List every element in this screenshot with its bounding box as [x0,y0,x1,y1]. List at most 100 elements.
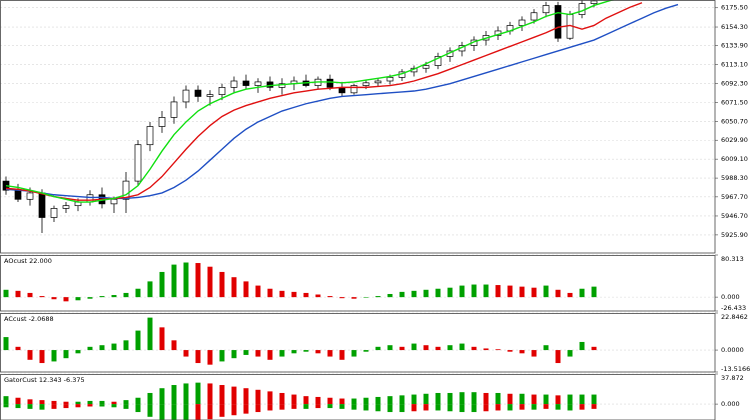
histogram-bar [399,346,405,351]
histogram-bar [555,350,561,364]
candle-body [386,77,394,82]
histogram-bar [579,404,585,410]
histogram-bar [303,292,309,298]
histogram-bar [423,404,429,411]
histogram-bar [183,404,189,420]
y-tick-label: 5925.90 [721,231,748,239]
candle-body [182,89,190,103]
candle-body [254,81,262,86]
histogram-bar [171,264,177,298]
histogram-bar [375,396,381,405]
histogram-bar [555,395,561,405]
histogram-bar [495,285,501,298]
histogram-bar [495,349,501,351]
y-tick-label: -13.5166 [721,365,750,373]
histogram-bar [579,288,585,298]
histogram-bar [207,266,213,298]
histogram-bar [327,296,333,298]
candle-body [38,192,46,218]
panel-frame [0,255,716,312]
histogram-bar [435,346,441,351]
histogram-bar [567,404,573,411]
histogram-bar [99,296,105,298]
candle-body [146,126,154,146]
y-tick-label: 0.000 [721,293,740,301]
histogram-bar [519,286,525,298]
histogram-bar [519,393,525,405]
histogram-bar [27,404,33,409]
histogram-bar [567,394,573,405]
histogram-bar [135,330,141,351]
histogram-bar [63,401,69,405]
histogram-bar [447,345,453,351]
histogram-bar [267,404,273,411]
candle-body [554,5,562,39]
histogram-bar [543,404,549,409]
histogram-bar [15,346,21,351]
histogram-bar [87,404,93,407]
histogram-bar [219,385,225,405]
histogram-bar [87,297,93,299]
histogram-bar [99,404,105,407]
histogram-bar [459,404,465,413]
histogram-bar [435,392,441,405]
histogram-bar [507,393,513,405]
indicator-line [5,3,679,200]
histogram-bar [339,404,345,409]
histogram-bar [315,350,321,354]
histogram-bar [315,294,321,298]
histogram-bar [87,346,93,351]
histogram-bar [243,281,249,298]
histogram-bar [27,350,33,360]
histogram-bar [135,397,141,405]
histogram-bar [447,392,453,405]
histogram-bar [411,394,417,405]
y-tick-label: 6029.90 [721,136,748,144]
y-tick-label: 6133.90 [721,42,748,50]
histogram-bar [363,397,369,405]
histogram-bar [411,343,417,351]
histogram-bar [543,345,549,351]
histogram-bar [291,404,297,409]
candle-body [158,117,166,127]
histogram-bar [351,350,357,357]
histogram-bar [399,291,405,298]
y-tick-label: 37.872 [721,374,744,382]
histogram-bar [531,404,537,410]
histogram-bar [207,404,213,420]
panel: 6175.50 6154.30 6133.90 6113.10 6092.30 6071.… [0,0,748,254]
histogram-bar [387,293,393,298]
histogram-bar [483,404,489,412]
candle-body [326,78,334,88]
histogram-bar [195,404,201,420]
histogram-bar [267,288,273,298]
histogram-bar [459,392,465,405]
histogram-bar [279,290,285,298]
histogram-bar [339,350,345,360]
histogram-bar [483,392,489,405]
histogram-bar [567,292,573,298]
histogram-bar [159,327,165,351]
histogram-bar [243,350,249,355]
y-tick-label: 0.000 [721,400,740,408]
histogram-bar [423,289,429,298]
histogram-bar [471,284,477,298]
panel-frame [0,0,716,254]
histogram-bar [303,396,309,405]
y-tick-label: -26.433 [721,304,746,312]
histogram-bar [447,404,453,412]
panel: 22.8462 0.0000 -13.5166 ACcust -2.0688 [0,312,750,373]
histogram-bar [531,394,537,405]
histogram-bar [507,350,513,352]
histogram-bar [3,337,9,351]
histogram-bar [531,350,537,357]
panel-frame [0,313,716,373]
histogram-bar [15,397,21,405]
candle-body [242,80,250,86]
candle-body [230,80,238,88]
histogram-bar [363,297,369,298]
histogram-bar [399,404,405,413]
histogram-bar [87,400,93,405]
